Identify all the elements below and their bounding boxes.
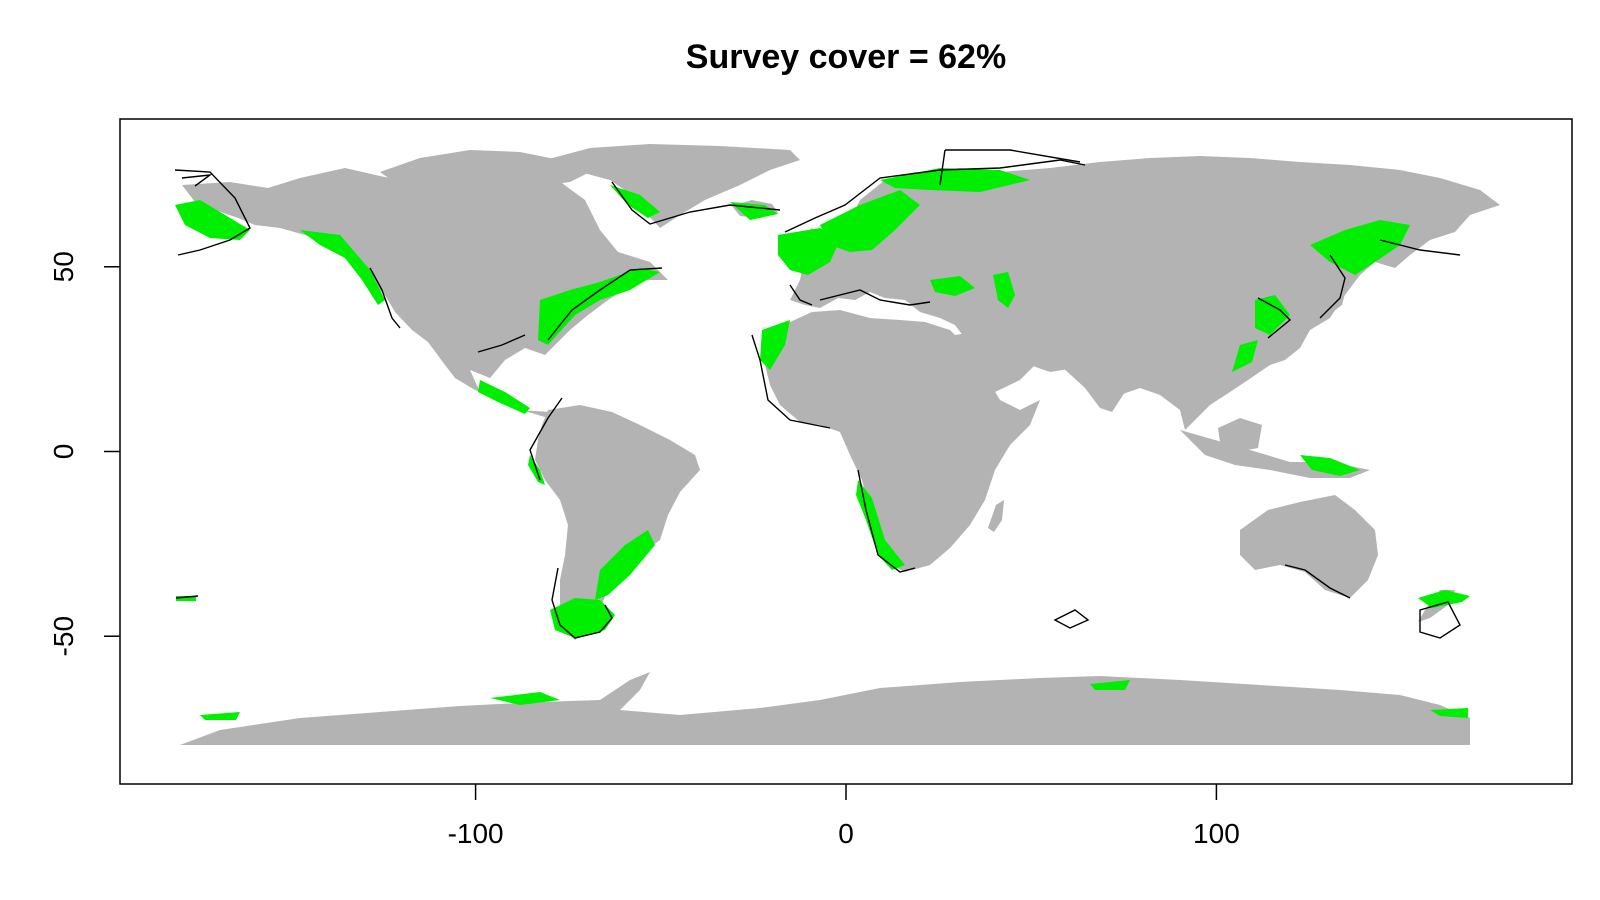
outline-chile: [551, 567, 613, 639]
survey-caspian: [993, 272, 1015, 308]
land-africa: [765, 310, 1040, 572]
outline-bering: [181, 174, 213, 187]
survey-argentina: [595, 530, 655, 600]
land-arctic-islands: [380, 150, 590, 186]
survey-cover-areas: [175, 168, 1470, 720]
survey-antarctic-coast-3: [1090, 680, 1130, 690]
outline-iberia: [789, 284, 813, 306]
y-tick-label: -50: [48, 616, 79, 656]
x-tick-label: 100: [1193, 818, 1240, 849]
land-arabia: [955, 330, 1035, 392]
survey-antarctic-coast-4: [1430, 708, 1468, 718]
outline-new-zealand: [1419, 601, 1461, 639]
land-japan: [1310, 268, 1348, 322]
survey-barents: [880, 168, 1030, 192]
outline-australia-south: [1284, 564, 1351, 599]
survey-black-sea: [930, 276, 975, 296]
y-tick-label: 50: [48, 251, 79, 282]
outline-arctic-shelf: [939, 149, 1081, 186]
outline-southwest-africa: [857, 469, 916, 573]
survey-east-asia-north: [1310, 220, 1410, 275]
survey-north-atlantic: [610, 185, 660, 218]
y-axis: -50 0 50: [48, 251, 120, 656]
outline-mediterranean: [819, 289, 931, 306]
survey-korea-china: [1255, 295, 1290, 335]
survey-gulf-mexico: [478, 380, 530, 414]
outline-subantarctic: [1053, 609, 1090, 629]
outline-europe-north: [784, 159, 1086, 233]
outline-west-africa: [751, 334, 831, 429]
outline-gulf: [477, 334, 526, 353]
x-tick-label: 0: [838, 818, 854, 849]
survey-patagonia: [550, 598, 615, 638]
land-north-america: [182, 165, 668, 420]
outline-us-east: [547, 267, 663, 341]
survey-west-africa: [760, 320, 790, 370]
y-tick-label: 0: [48, 444, 79, 460]
land-eurasia: [790, 156, 1500, 430]
survey-antarctic-coast-2: [490, 692, 560, 705]
x-axis: -100 0 100: [448, 784, 1240, 849]
outline-greenland-coast: [611, 181, 781, 225]
survey-scandinavia: [820, 190, 920, 252]
survey-british-isles: [778, 228, 840, 275]
survey-new-zealand: [1418, 590, 1470, 608]
land-madagascar: [988, 500, 1004, 532]
map-layer: [174, 144, 1500, 745]
land-india: [1060, 360, 1140, 412]
survey-indonesia: [1300, 455, 1360, 476]
outline-aleutian-island: [175, 595, 199, 599]
survey-alaska: [175, 200, 250, 240]
survey-east-us: [538, 268, 660, 345]
survey-pacific-nw: [300, 230, 385, 305]
outline-pacific-coast: [369, 267, 401, 329]
land-south-america: [535, 405, 700, 640]
land-borneo: [1218, 418, 1262, 452]
map-title: Survey cover = 62%: [685, 38, 1007, 76]
outline-kamchatka: [1379, 239, 1461, 256]
survey-china-coast: [1232, 340, 1258, 372]
survey-outlines: [174, 149, 1461, 639]
outline-japan: [1319, 254, 1346, 319]
outline-east-asia: [1257, 297, 1292, 339]
outline-alaska: [174, 169, 251, 256]
survey-south-africa: [856, 480, 905, 570]
land-australia: [1240, 495, 1378, 598]
survey-antarctic-coast-1: [200, 712, 240, 720]
land-greenland: [545, 144, 800, 228]
outline-west-south-america: [529, 397, 563, 481]
x-tick-label: -100: [448, 818, 504, 849]
land-antarctica: [180, 672, 1470, 745]
